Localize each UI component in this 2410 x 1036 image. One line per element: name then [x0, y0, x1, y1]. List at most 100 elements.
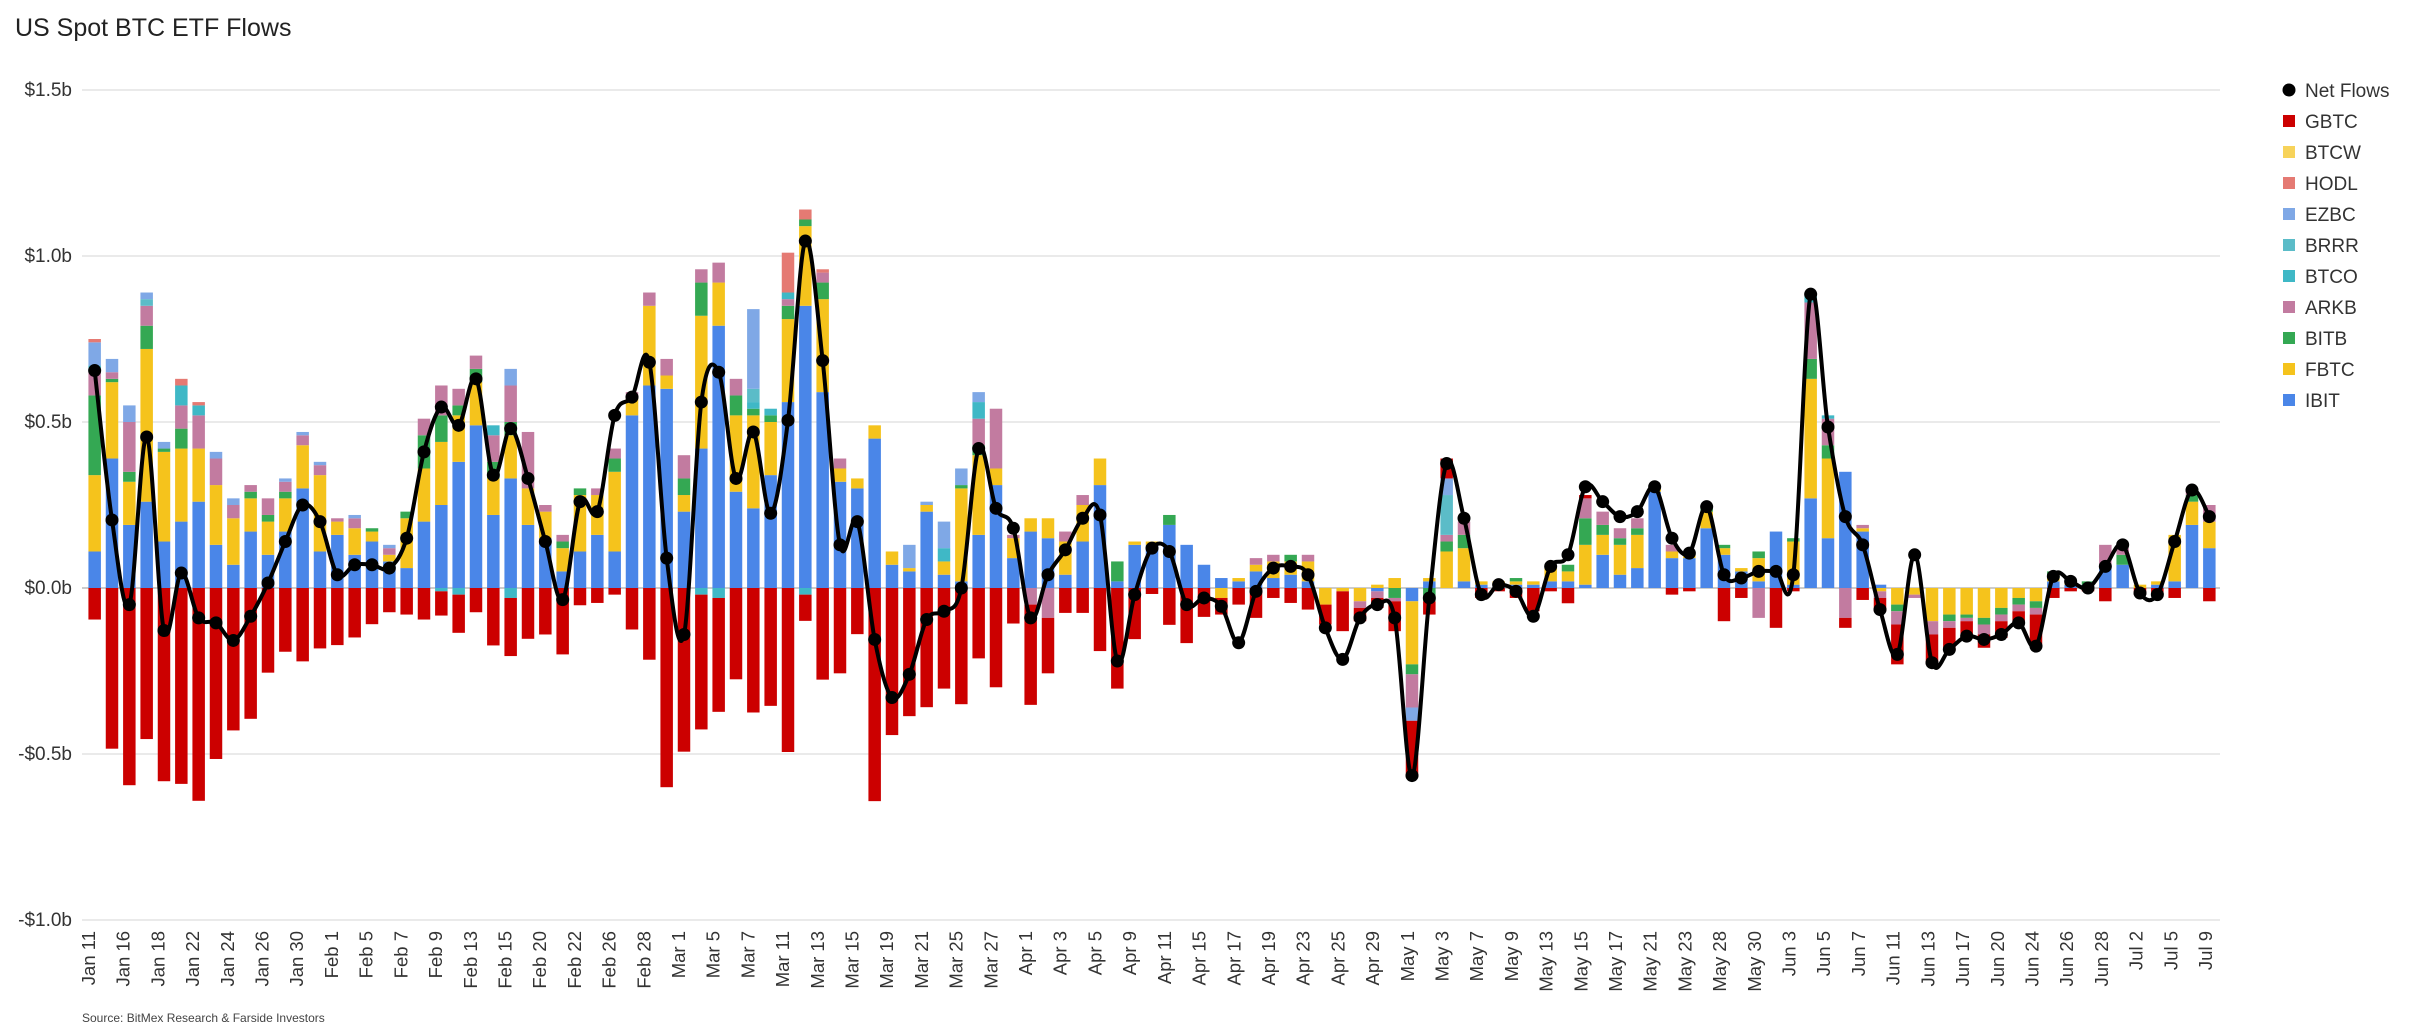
chart-source-note: Source: BitMex Research & Farside Invest…: [82, 1011, 325, 1025]
bar-ezbc: [903, 544, 916, 569]
bar-fbtc: [487, 478, 500, 515]
bar-arkb: [123, 422, 136, 472]
bar-arkb: [1267, 554, 1280, 562]
bar-arkb: [469, 355, 483, 369]
bar-gbtc: [227, 588, 240, 731]
net-flow-point: [313, 515, 327, 529]
net-flow-point: [1544, 559, 1558, 573]
bar-btco: [504, 588, 517, 598]
bar-ibit: [1579, 584, 1592, 588]
x-tick-label: Apr 19: [1258, 931, 1279, 986]
bar-arkb: [781, 299, 795, 306]
x-tick-label: May 28: [1709, 931, 1730, 992]
bar-gbtc: [1544, 588, 1557, 592]
x-tick-label: Jun 17: [1952, 931, 1973, 987]
bar-ezbc: [227, 498, 240, 505]
net-flow-point: [348, 558, 362, 572]
bar-gbtc: [903, 588, 916, 717]
net-flow-point: [1128, 588, 1142, 602]
bar-brrr: [140, 299, 153, 306]
chart-title: US Spot BTC ETF Flows: [15, 14, 292, 42]
bar-ibit: [1007, 558, 1020, 588]
x-tick-label: Feb 26: [599, 931, 620, 989]
legend-swatch-btco: [2283, 270, 2295, 282]
bar-ibit: [2203, 548, 2216, 588]
bar-fbtc: [1215, 588, 1228, 598]
bar-ibit: [573, 551, 587, 588]
x-tick-label: Jan 16: [113, 931, 134, 987]
bar-arkb: [504, 385, 517, 422]
bar-gbtc: [1059, 588, 1072, 613]
bar-ibit: [695, 448, 708, 588]
bar-bitb: [816, 282, 829, 300]
legend-label-btcw: BTCW: [2305, 143, 2361, 164]
bar-ibit: [1631, 568, 1644, 588]
bar-fbtc: [417, 468, 431, 522]
bar-ibit: [1873, 584, 1887, 588]
net-flow-point: [868, 632, 882, 646]
x-tick-label: Feb 5: [356, 931, 377, 978]
bar-arkb: [729, 378, 743, 396]
bar-bitb: [400, 511, 413, 519]
net-flow-point: [1145, 541, 1159, 555]
bar-arkb: [1579, 498, 1592, 519]
net-flow-point: [1093, 508, 1107, 522]
bar-bitb: [1596, 524, 1609, 535]
net-flow-point: [1162, 544, 1176, 558]
bar-arkb: [1995, 614, 2008, 622]
bar-ibit: [400, 568, 413, 588]
net-flow-point: [608, 408, 622, 422]
bar-btco: [972, 402, 985, 419]
net-flow-point: [1197, 591, 1211, 605]
net-flow-point: [1578, 480, 1592, 494]
bar-fbtc: [1336, 588, 1349, 592]
bar-bitb: [2116, 554, 2129, 565]
bar-arkb: [1873, 591, 1887, 598]
net-flow-point: [1266, 561, 1280, 575]
bar-gbtc: [972, 588, 985, 659]
bar-fbtc: [625, 398, 639, 416]
bar-gbtc: [955, 588, 968, 705]
bar-arkb: [712, 262, 725, 283]
bar-arkb: [677, 455, 691, 479]
bar-fbtc: [123, 481, 136, 525]
bar-gbtc: [1024, 604, 1037, 705]
bar-arkb: [1908, 594, 1921, 598]
bar-bitb: [556, 541, 569, 549]
bar-fbtc: [2185, 501, 2199, 525]
legend-label-arkb: ARKB: [2305, 298, 2357, 319]
bar-fbtc: [1891, 588, 1904, 605]
bar-ibit: [799, 305, 812, 588]
net-flow-point: [486, 468, 500, 482]
net-flow-point: [2064, 574, 2078, 588]
bar-ibit: [1613, 574, 1627, 588]
bar-ibit: [296, 488, 309, 588]
legend-swatch-ezbc: [2283, 208, 2295, 220]
bar-bitb: [105, 378, 119, 383]
x-tick-label: Apr 3: [1050, 931, 1071, 975]
net-flow-point: [1908, 548, 1922, 562]
net-flow-point: [1440, 457, 1454, 470]
legend-swatch-hodl: [2283, 177, 2295, 189]
bar-ezbc: [504, 368, 517, 386]
bar-ezbc: [937, 521, 951, 549]
bar-fbtc: [1665, 551, 1679, 559]
bar-ibit: [521, 524, 535, 588]
bar-ibit: [885, 564, 899, 588]
bar-arkb: [417, 418, 431, 436]
bar-ezbc: [88, 342, 101, 366]
bar-ibit: [1059, 574, 1072, 588]
bar-gbtc: [885, 588, 899, 736]
bar-ibit: [1665, 558, 1679, 588]
bar-fbtc: [175, 448, 188, 522]
bar-bitb: [1717, 544, 1731, 549]
net-flow-point: [1370, 598, 1384, 612]
bar-arkb: [989, 408, 1003, 469]
bar-gbtc: [989, 588, 1003, 688]
bar-gbtc: [625, 588, 639, 630]
x-tick-label: Jun 24: [2021, 931, 2042, 987]
bar-fbtc: [1457, 548, 1471, 582]
bar-ibit: [937, 574, 951, 588]
bar-arkb: [1353, 601, 1367, 608]
